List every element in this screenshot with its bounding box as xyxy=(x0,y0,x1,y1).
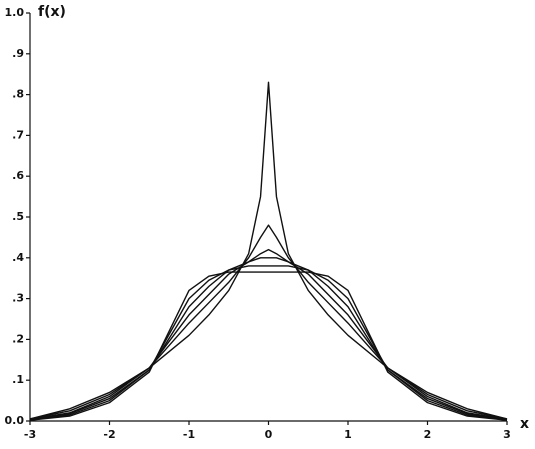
y-tick-label: .2 xyxy=(12,332,24,345)
x-tick-label: -2 xyxy=(103,428,115,441)
x-axis-label: x xyxy=(520,416,529,432)
curve xyxy=(29,265,508,421)
y-tick-label: .9 xyxy=(12,47,24,60)
curve xyxy=(29,271,508,421)
x-tick-label: -1 xyxy=(183,428,195,441)
curve xyxy=(29,248,508,421)
x-tick-label: 1 xyxy=(344,428,352,441)
curve xyxy=(29,81,508,420)
y-tick-label: .4 xyxy=(12,251,24,264)
y-axis-label: f(x) xyxy=(38,4,66,20)
x-tick-label: 0 xyxy=(265,428,273,441)
y-tick-label: .7 xyxy=(12,128,24,141)
y-tick-label: .5 xyxy=(12,210,24,223)
y-tick-label: .8 xyxy=(12,88,24,101)
y-tick-label: .1 xyxy=(12,373,24,386)
x-tick-label: 3 xyxy=(503,428,511,441)
y-tick-label: .3 xyxy=(12,292,24,305)
y-tick-label: .6 xyxy=(12,169,24,182)
x-tick-label: 2 xyxy=(424,428,432,441)
x-tick-label: -3 xyxy=(24,428,36,441)
curve xyxy=(29,224,508,420)
y-tick-label: 1.0 xyxy=(5,6,25,19)
y-tick-label: 0.0 xyxy=(5,414,25,427)
